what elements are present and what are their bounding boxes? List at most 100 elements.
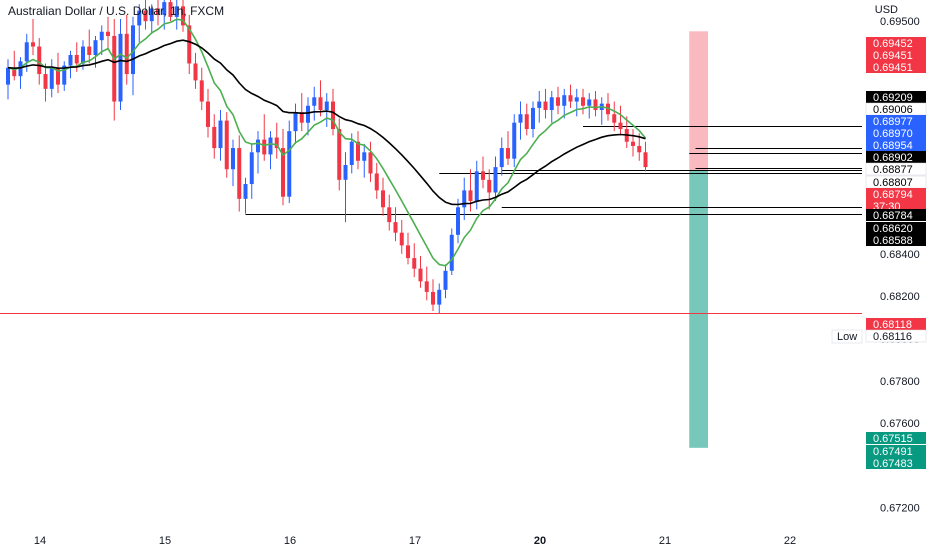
candle-body-98 <box>618 122 623 130</box>
candle-body-7 <box>49 67 54 89</box>
axes: 0.695000.694000.684000.682000.680000.678… <box>34 0 932 550</box>
candle-body-25 <box>162 2 167 15</box>
candle-body-100 <box>631 141 635 146</box>
x-tick-label-4: 20 <box>534 535 546 547</box>
price-badge-15: 0.68118 <box>873 319 912 331</box>
candle-body-76 <box>481 171 485 180</box>
price-badge-bg-13 <box>866 222 926 234</box>
candle-body-71 <box>449 234 454 271</box>
candle-body-81 <box>512 122 517 159</box>
candle-body-72 <box>456 207 460 235</box>
candle-body-17 <box>112 35 117 102</box>
price-badge-7: 0.68954 <box>873 140 913 152</box>
stop-loss-zone <box>689 31 708 171</box>
y-tick-label-0: 0.69500 <box>880 16 920 28</box>
price-badge-9: 0.68877 <box>873 164 913 176</box>
candle-body-75 <box>474 171 479 201</box>
candle-body-87 <box>549 97 554 110</box>
price-labels: 0.694520.694510.694510.692090.690060.689… <box>831 37 927 470</box>
candle-body-52 <box>331 101 335 130</box>
candle-body-49 <box>312 97 317 106</box>
price-badge-bg-18 <box>866 445 926 457</box>
risk-reward-zones <box>689 31 708 448</box>
candle-body-10 <box>68 55 73 66</box>
candle-body-20 <box>131 25 135 75</box>
candle-body-84 <box>531 107 535 130</box>
price-badge-bg-2 <box>866 61 926 73</box>
price-badge-bg-8 <box>866 151 926 163</box>
x-tick-label-5: 21 <box>659 535 671 547</box>
candle-body-94 <box>593 99 598 110</box>
candle-body-2 <box>18 61 23 77</box>
candle-body-74 <box>468 190 473 201</box>
price-badge-bg-11 <box>866 188 926 212</box>
candle-body-97 <box>612 114 617 123</box>
candle-body-51 <box>324 101 329 110</box>
x-tick-label-3: 17 <box>409 535 421 547</box>
x-tick-label-6: 22 <box>784 535 796 547</box>
candle-body-19 <box>124 33 129 75</box>
y-tick-label-7: 0.67200 <box>880 503 920 515</box>
candle-body-59 <box>374 173 379 191</box>
price-badge-bg-17 <box>866 432 926 444</box>
price-badge-bg-0 <box>866 37 926 49</box>
candle-body-27 <box>174 6 179 17</box>
candle-body-21 <box>137 10 142 26</box>
candle-body-39 <box>249 152 254 185</box>
price-badge-14: 0.68588 <box>873 235 913 247</box>
candle-body-12 <box>81 46 85 64</box>
horizontal-lines <box>0 126 862 314</box>
candle-body-66 <box>418 268 423 282</box>
y-tick-label-3: 0.68200 <box>880 291 920 303</box>
candle-body-85 <box>537 101 542 108</box>
candle-body-93 <box>587 99 592 106</box>
candle-body-22 <box>143 10 148 22</box>
candle-body-30 <box>193 63 198 81</box>
price-badge-17: 0.67515 <box>873 433 913 445</box>
candle-body-77 <box>487 179 492 193</box>
candle-body-11 <box>74 55 79 64</box>
candle-body-88 <box>556 97 560 106</box>
price-badge-5: 0.68977 <box>873 116 913 128</box>
candle-body-29 <box>187 25 192 64</box>
price-badge-bg-5 <box>866 115 926 127</box>
candle-body-78 <box>493 167 498 193</box>
candle-body-90 <box>568 95 573 102</box>
candle-body-15 <box>99 31 104 41</box>
price-badge-3: 0.69209 <box>873 92 913 104</box>
moving-averages <box>7 18 647 267</box>
candle-body-60 <box>381 190 385 208</box>
candle-body-82 <box>518 114 523 123</box>
price-badge-12: 0.68784 <box>873 210 913 222</box>
candle-body-54 <box>343 165 348 180</box>
ema-fast-line <box>7 18 647 267</box>
candle-body-91 <box>574 97 579 102</box>
price-badge-bg-12 <box>866 209 926 221</box>
price-badge-bg-15 <box>866 318 926 330</box>
candle-body-80 <box>506 148 510 159</box>
candle-body-48 <box>306 105 310 123</box>
price-badge-2: 0.69451 <box>873 62 913 74</box>
candle-body-55 <box>349 141 354 165</box>
candle-body-69 <box>437 289 442 305</box>
y-tick-label-2: 0.68400 <box>880 249 920 261</box>
candle-body-41 <box>262 139 267 155</box>
candles <box>6 0 648 314</box>
candle-body-36 <box>231 148 235 170</box>
price-badge-bg-3 <box>866 91 926 103</box>
candle-body-1 <box>12 67 17 77</box>
candle-body-5 <box>37 46 42 75</box>
price-badge-8: 0.68902 <box>873 152 913 164</box>
y-tick-label-6: 0.67600 <box>880 418 920 430</box>
candle-body-35 <box>224 120 229 170</box>
candle-body-24 <box>156 8 160 15</box>
candle-body-56 <box>356 141 360 161</box>
x-tick-label-2: 16 <box>284 535 296 547</box>
x-tick-label-1: 15 <box>159 535 171 547</box>
candle-body-32 <box>206 101 210 127</box>
candle-body-44 <box>281 148 285 197</box>
candle-body-50 <box>318 97 323 110</box>
candle-body-43 <box>274 137 279 149</box>
